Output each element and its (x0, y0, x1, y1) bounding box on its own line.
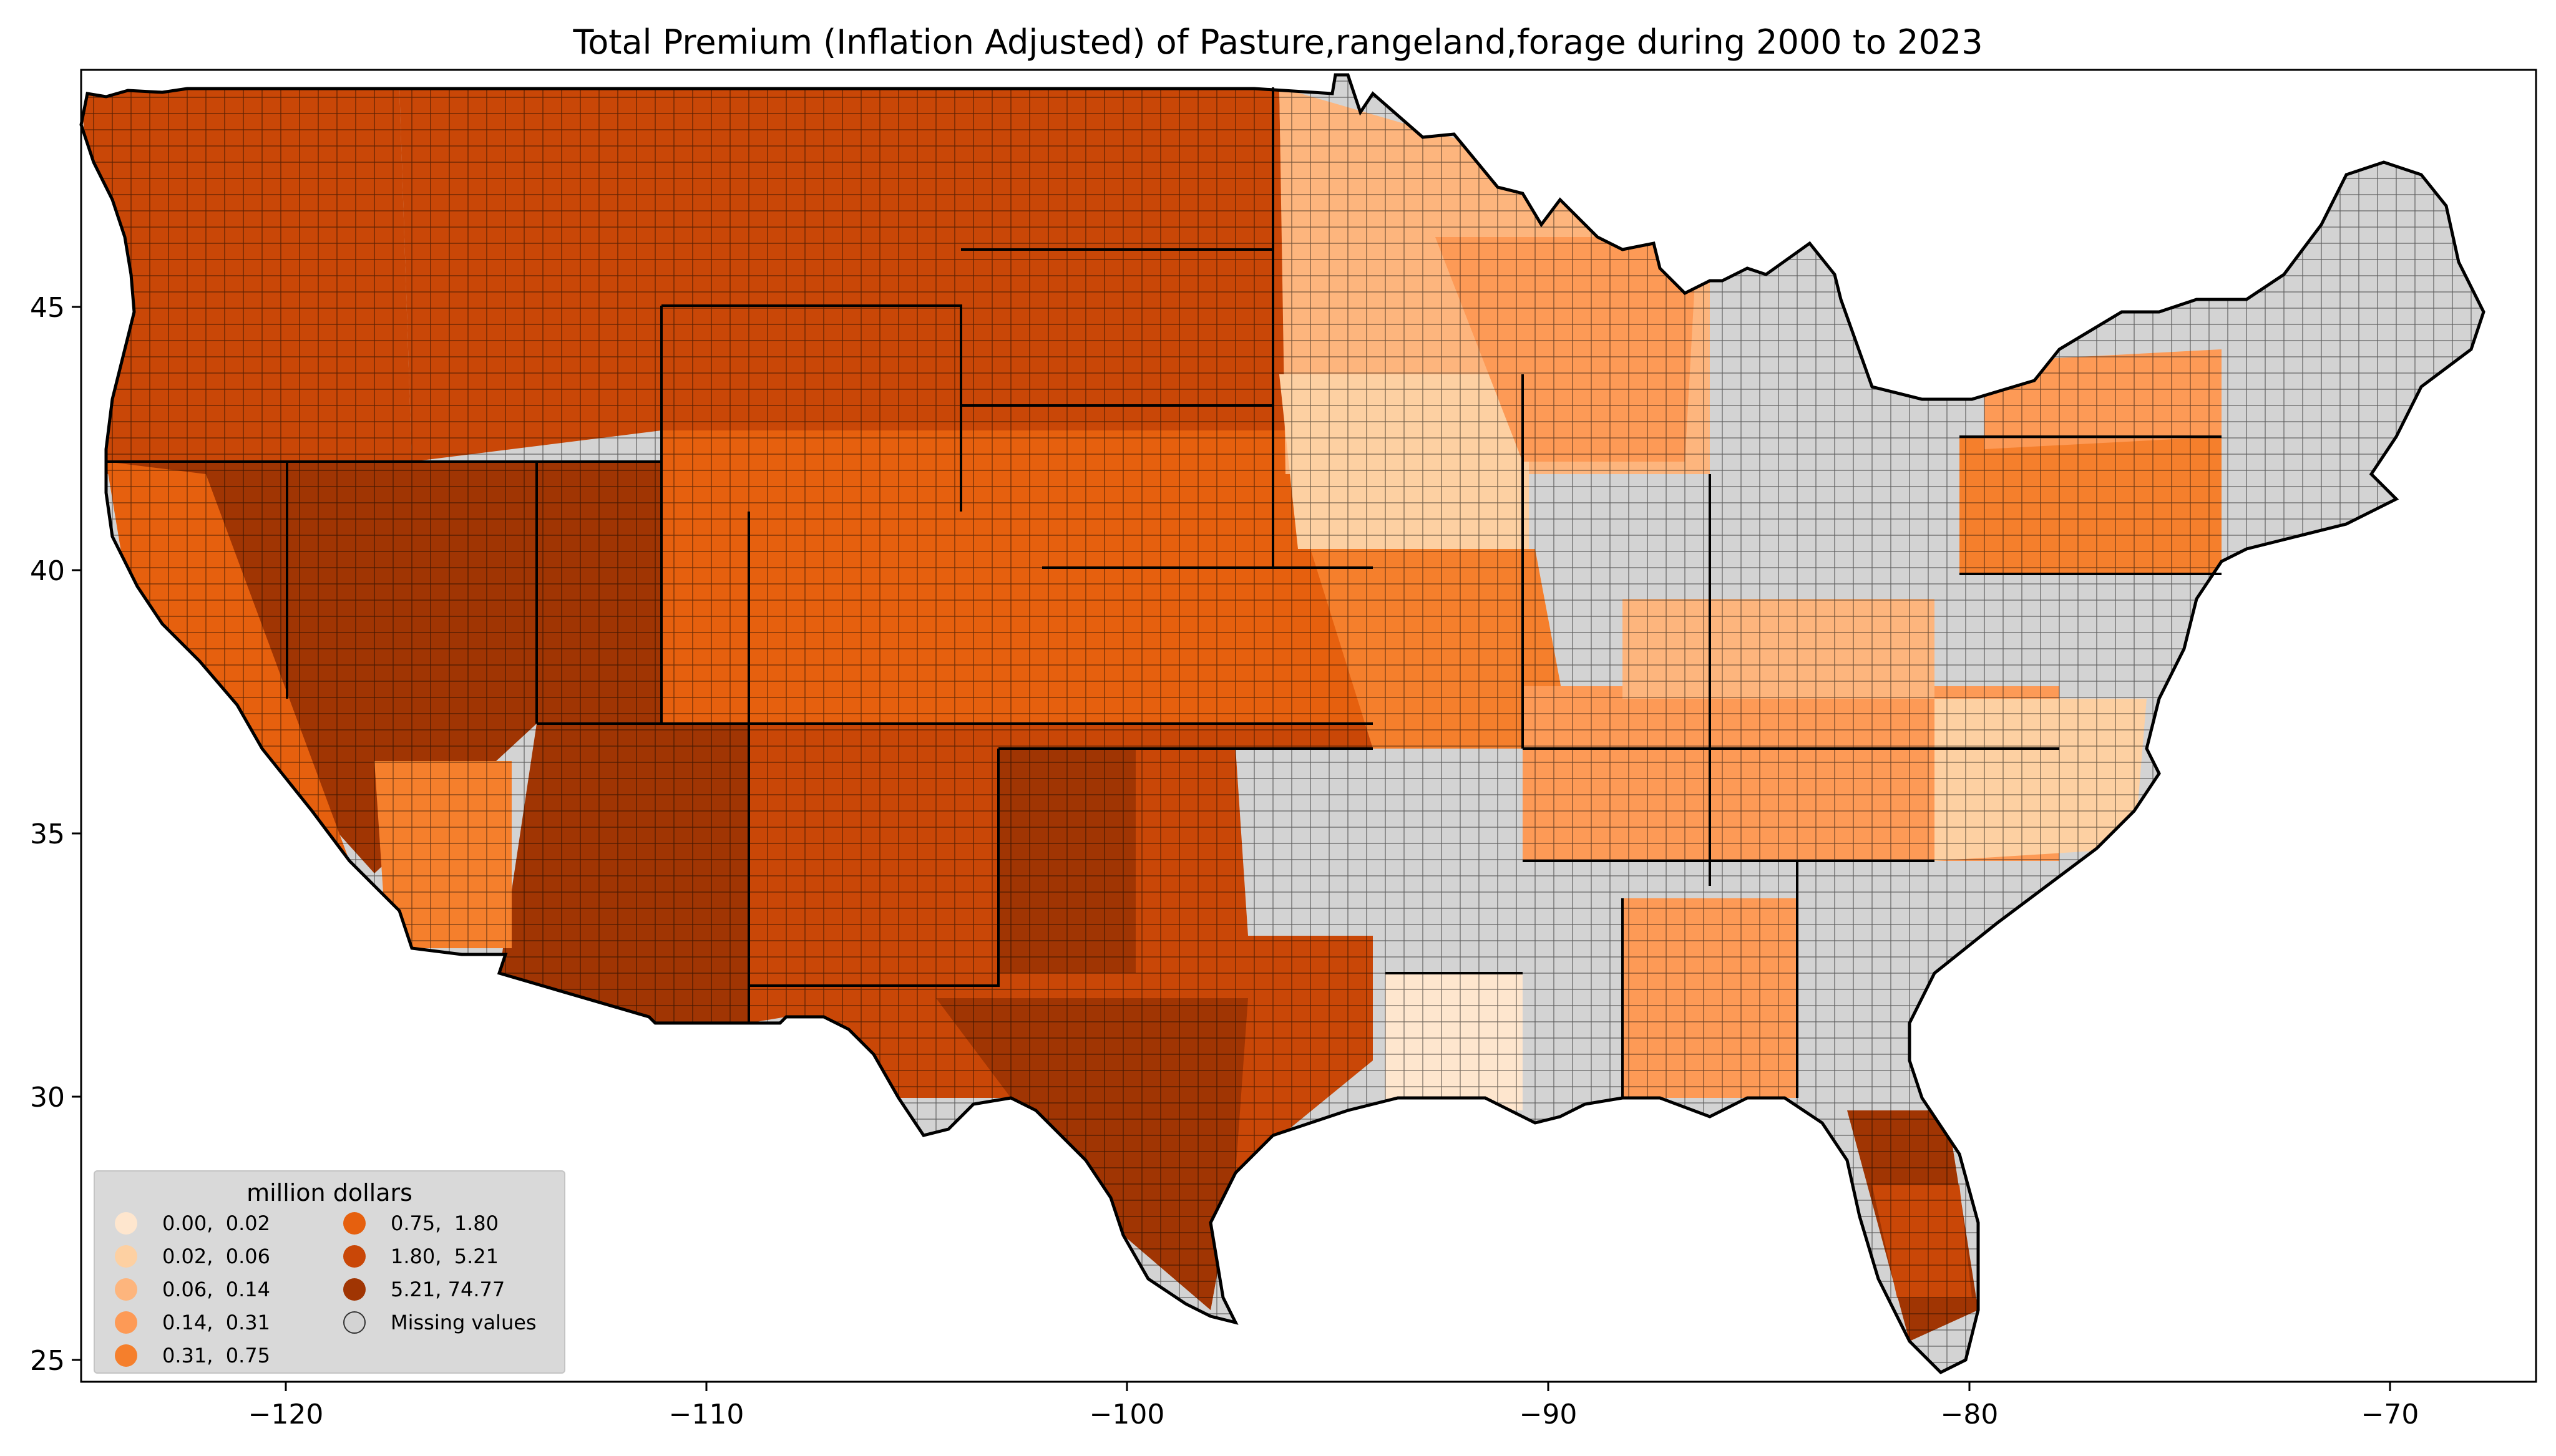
legend-item: 0.31, 0.75 (115, 1341, 270, 1370)
y-tick-label: 25 (30, 1345, 65, 1377)
y-tick-label: 45 (30, 292, 65, 324)
legend-label: 0.31, 0.75 (162, 1344, 271, 1367)
x-tick-label: −90 (1519, 1399, 1578, 1430)
state-borders (106, 87, 2222, 1098)
y-tick-label: 35 (30, 818, 65, 850)
x-tick-label: −100 (1090, 1399, 1165, 1430)
legend-swatch-icon (115, 1278, 137, 1301)
legend-swatch-icon (343, 1278, 366, 1301)
legend-title: million dollars (246, 1179, 412, 1206)
legend-label: 0.06, 0.14 (162, 1278, 271, 1301)
y-axis: 25 30 35 40 45 (30, 292, 81, 1377)
legend-swatch-icon (343, 1311, 366, 1334)
legend-item: 0.02, 0.06 (115, 1242, 270, 1271)
legend-label: 0.00, 0.02 (162, 1211, 271, 1235)
legend-item: 0.14, 0.31 (115, 1308, 270, 1337)
legend-swatch-icon (115, 1245, 137, 1268)
x-axis: −120 −110 −100 −90 −80 −70 (248, 1382, 2419, 1430)
legend: million dollars 0.00, 0.02 0.02, 0.06 0.… (94, 1170, 565, 1374)
legend-swatch-icon (115, 1212, 137, 1235)
legend-label: 0.75, 1.80 (391, 1211, 499, 1235)
legend-item: 0.06, 0.14 (115, 1275, 270, 1304)
x-tick-label: −120 (248, 1399, 324, 1430)
x-tick-label: −70 (2361, 1399, 2419, 1430)
legend-swatch-icon (343, 1212, 366, 1235)
x-tick-label: −110 (669, 1399, 744, 1430)
legend-item: 5.21, 74.77 (343, 1275, 505, 1304)
x-tick-label: −80 (1941, 1399, 1999, 1430)
legend-item: Missing values (343, 1308, 537, 1337)
legend-label: 1.80, 5.21 (391, 1245, 499, 1268)
legend-item: 1.80, 5.21 (343, 1242, 499, 1271)
legend-label: 5.21, 74.77 (391, 1278, 505, 1301)
legend-swatch-icon (115, 1344, 137, 1367)
legend-item: 0.75, 1.80 (343, 1209, 499, 1238)
legend-item: 0.00, 0.02 (115, 1209, 270, 1238)
legend-label: Missing values (391, 1311, 537, 1334)
legend-swatch-icon (343, 1245, 366, 1268)
plot-frame (80, 69, 2537, 1383)
map-title: Total Premium (Inflation Adjusted) of Pa… (573, 22, 1983, 62)
y-tick-label: 40 (30, 555, 65, 587)
legend-label: 0.02, 0.06 (162, 1245, 271, 1268)
legend-label: 0.14, 0.31 (162, 1311, 271, 1334)
y-tick-label: 30 (30, 1082, 65, 1114)
legend-swatch-icon (115, 1311, 137, 1334)
